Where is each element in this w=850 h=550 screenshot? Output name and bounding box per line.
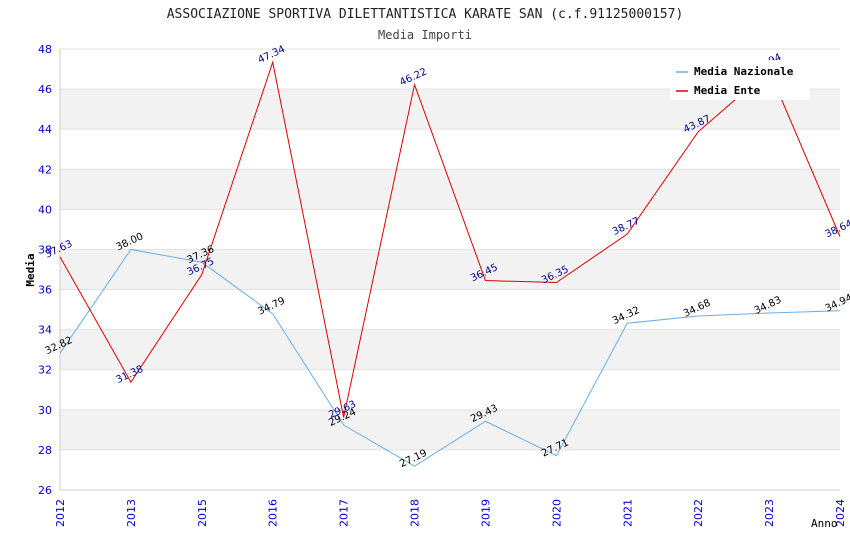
data-label: 34.32 — [611, 305, 642, 327]
y-tick-label: 34 — [38, 324, 52, 337]
legend: Media Nazionale Media Ente — [670, 60, 810, 100]
grid-band — [60, 169, 840, 210]
y-tick-labels: 26 28 30 32 34 36 38 40 42 44 46 48 — [38, 43, 52, 497]
y-tick-label: 44 — [38, 123, 52, 136]
x-tick-label: 2019 — [479, 499, 492, 527]
data-label: 38.64 — [824, 218, 850, 240]
legend-label-media-nazionale: Media Nazionale — [694, 65, 794, 78]
x-tick-labels: 2012 2013 2015 2016 2017 2018 2019 2020 2021 2022… — [54, 499, 847, 527]
grid-bands — [60, 89, 840, 450]
x-tick-label: 2022 — [692, 499, 705, 527]
y-tick-label: 30 — [38, 404, 52, 417]
chart-subtitle: Media Importi — [378, 28, 472, 42]
y-tick-label: 32 — [38, 364, 52, 377]
y-tick-label: 48 — [38, 43, 52, 56]
y-axis-label: Media — [24, 253, 37, 286]
y-tick-label: 38 — [38, 243, 52, 256]
series-line-media-ente — [59, 60, 841, 418]
x-tick-label: 2021 — [621, 499, 634, 527]
legend-background — [670, 60, 810, 100]
data-label: 47.34 — [256, 44, 287, 66]
chart-title: ASSOCIAZIONE SPORTIVA DILETTANTISTICA KA… — [167, 7, 684, 22]
x-tick-label: 2013 — [125, 499, 138, 527]
y-tick-label: 26 — [38, 484, 52, 497]
series-line-media-nazionale — [59, 248, 841, 467]
data-label: 27.19 — [398, 448, 429, 470]
y-tick-label: 36 — [38, 284, 52, 297]
grid-lines — [60, 48, 840, 491]
x-tick-label: 2015 — [196, 499, 209, 527]
x-tick-label: 2024 — [834, 499, 847, 527]
data-label: 34.79 — [256, 295, 287, 317]
series-group — [59, 60, 841, 467]
data-label: 46.22 — [398, 66, 429, 88]
x-tick-label: 2017 — [338, 499, 351, 527]
legend-label-media-ente: Media Ente — [694, 84, 761, 97]
y-tick-label: 46 — [38, 83, 52, 96]
y-tick-label: 40 — [38, 203, 52, 216]
x-tick-label: 2012 — [54, 499, 67, 527]
grid-band — [60, 329, 840, 370]
x-tick-label: 2018 — [409, 499, 422, 527]
x-tick-label: 2020 — [550, 499, 563, 527]
x-axis-label: Anno — [811, 517, 838, 530]
y-tick-label: 28 — [38, 444, 52, 457]
x-tick-label: 2023 — [763, 499, 776, 527]
y-tick-label: 42 — [38, 163, 52, 176]
x-tick-label: 2016 — [267, 499, 280, 527]
grid-band — [60, 249, 840, 290]
